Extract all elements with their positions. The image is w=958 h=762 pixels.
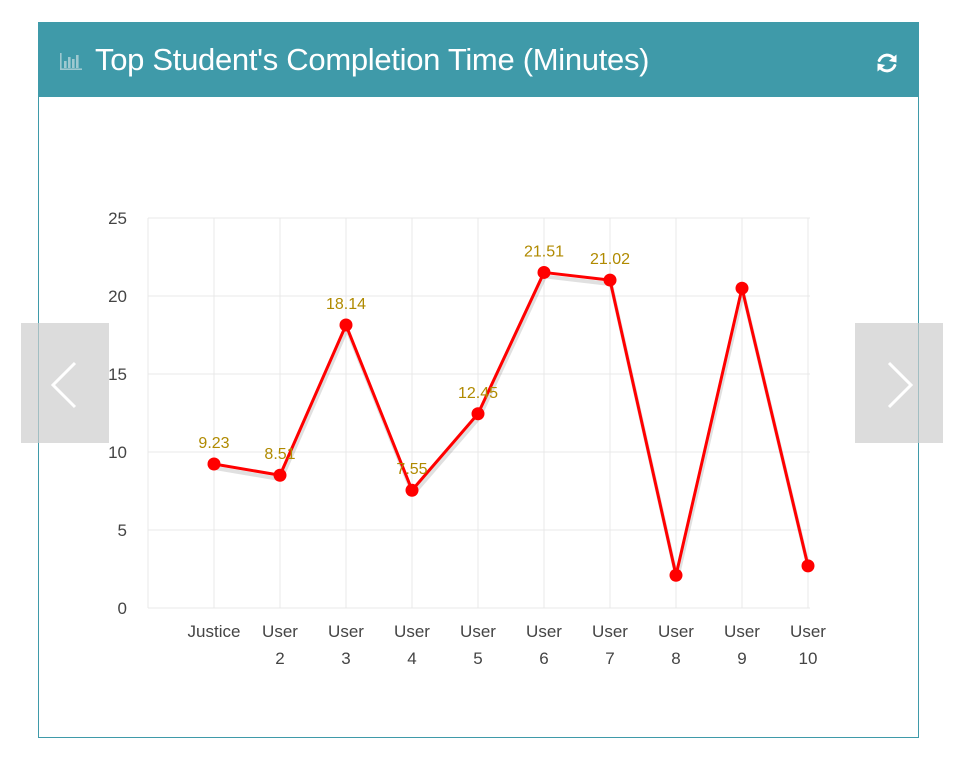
chevron-right-icon — [887, 361, 914, 409]
data-label: 12.45 — [458, 385, 498, 402]
data-labels: 9.23 8.51 18.14 7.55 12.45 21.51 21.02 — [198, 243, 630, 478]
chart-panel: Top Student's Completion Time (Minutes) — [38, 22, 919, 738]
data-point[interactable] — [273, 468, 287, 482]
y-tick-label: 0 — [118, 599, 127, 618]
data-point[interactable] — [603, 273, 617, 287]
panel-header: Top Student's Completion Time (Minutes) — [39, 23, 918, 97]
data-point[interactable] — [405, 483, 419, 497]
data-point[interactable] — [735, 281, 749, 295]
series-line-shadow — [214, 274, 811, 582]
data-label: 21.51 — [524, 243, 564, 260]
data-point[interactable] — [471, 407, 485, 421]
y-tick-label: 10 — [108, 443, 127, 462]
panel-title: Top Student's Completion Time (Minutes) — [95, 42, 650, 77]
data-label: 21.02 — [590, 251, 630, 268]
y-tick-label: 5 — [118, 521, 127, 540]
x-tick-label: User 3 — [328, 622, 364, 668]
data-point[interactable] — [207, 457, 221, 471]
series-layer — [207, 265, 815, 582]
data-point[interactable] — [669, 568, 683, 582]
refresh-icon[interactable] — [874, 50, 900, 76]
x-tick-label: User 6 — [526, 622, 562, 668]
data-point[interactable] — [801, 559, 815, 573]
x-tick-label: User 8 — [658, 622, 694, 668]
data-label: 8.51 — [264, 446, 295, 463]
x-tick-label: User 4 — [394, 622, 430, 668]
bar-chart-icon — [60, 53, 82, 70]
data-point[interactable] — [537, 265, 551, 279]
x-axis-ticks: Justice User 2 User 3 User 4 User 5 User 6 User 7 Use… — [188, 622, 827, 668]
series-line — [213, 270, 810, 577]
x-tick-label: User 10 — [790, 622, 826, 668]
chevron-left-icon — [50, 361, 77, 409]
y-tick-label: 25 — [108, 209, 127, 228]
x-tick-label: User 7 — [592, 622, 628, 668]
y-tick-label: 20 — [108, 287, 127, 306]
x-tick-label: User 9 — [724, 622, 760, 668]
x-tick-label: User 5 — [460, 622, 496, 668]
carousel-next-button[interactable] — [855, 323, 943, 443]
data-point[interactable] — [339, 318, 353, 332]
y-axis-ticks: 0 5 10 15 20 25 — [108, 209, 127, 618]
data-label: 7.55 — [396, 461, 427, 478]
data-label: 18.14 — [326, 296, 366, 313]
y-tick-label: 15 — [108, 365, 127, 384]
x-tick-label: User 2 — [262, 622, 298, 668]
data-label: 9.23 — [198, 435, 229, 452]
x-tick-label: Justice — [188, 622, 241, 641]
carousel-prev-button[interactable] — [21, 323, 109, 443]
